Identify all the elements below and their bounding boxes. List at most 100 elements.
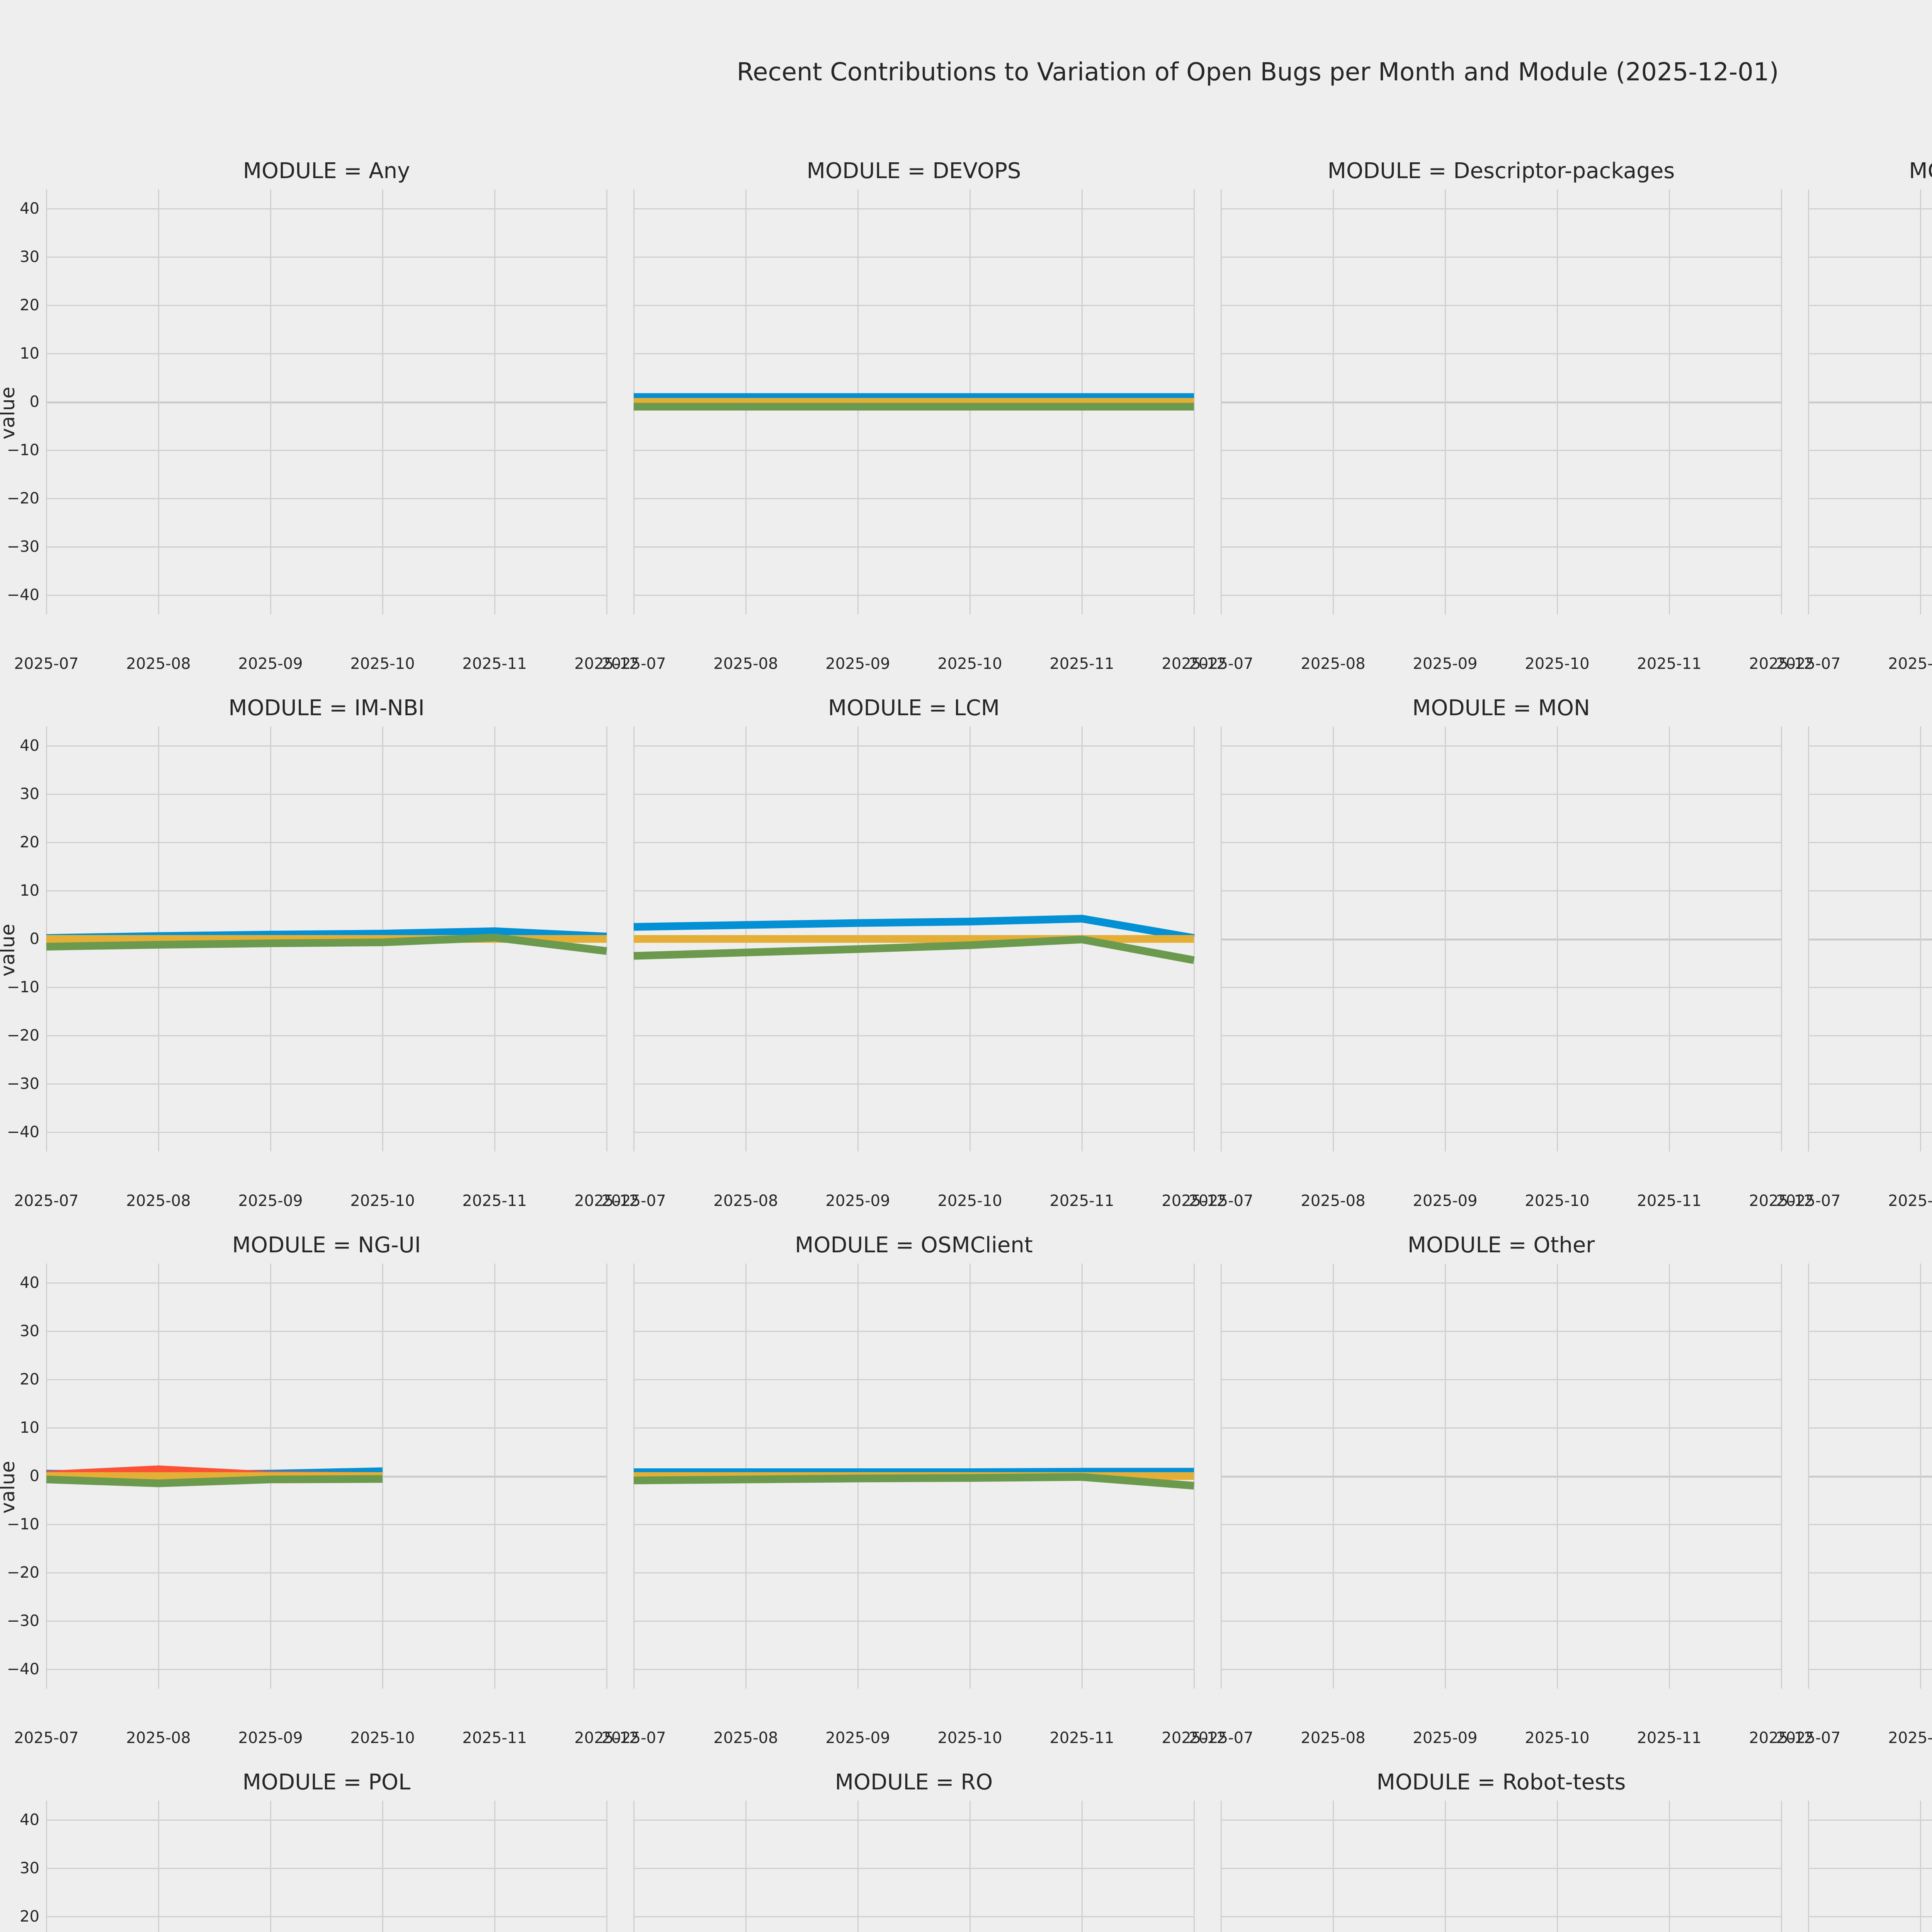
series-layer bbox=[633, 915, 1195, 964]
x-tick-label: 2025-07 bbox=[601, 1729, 666, 1747]
x-tick-label: 2025-12 bbox=[574, 1729, 639, 1747]
x-tick-label: 2025-11 bbox=[462, 655, 527, 673]
x-tick-label: 2025-10 bbox=[350, 655, 415, 673]
x-tick-label: 2025-11 bbox=[1637, 1729, 1702, 1747]
y-tick-label: −30 bbox=[7, 538, 39, 556]
y-tick-label: 40 bbox=[20, 200, 39, 218]
gridline-vertical bbox=[606, 1801, 607, 1932]
facet-pol: MODULE = POL403020100−10−20−30−40value20… bbox=[20, 1766, 607, 1932]
x-tick-label: 2025-12 bbox=[1162, 1192, 1226, 1210]
gridline-vertical bbox=[1220, 1264, 1222, 1689]
facet-documentation-wiki: MODULE = Documentation / Wiki 2025-07 2025… bbox=[1776, 155, 1932, 692]
series-layer bbox=[1808, 726, 1932, 1151]
gridline-horizontal bbox=[46, 256, 607, 258]
series-layer bbox=[1808, 1264, 1932, 1689]
gridline-horizontal bbox=[634, 449, 1194, 451]
gridline-horizontal bbox=[1808, 208, 1932, 209]
gridline-horizontal bbox=[634, 498, 1194, 499]
gridline-horizontal bbox=[1808, 986, 1932, 988]
facet-title: MODULE = Documentation / Wiki bbox=[1909, 158, 1932, 184]
x-tick-label: 2025-10 bbox=[350, 1729, 415, 1747]
x-tick-label: 2025-07 bbox=[14, 1729, 79, 1747]
y-tick-label: 10 bbox=[20, 345, 39, 362]
x-tick-label: 2025-09 bbox=[1413, 1192, 1478, 1210]
gridline-horizontal bbox=[634, 986, 1194, 988]
gridline-horizontal bbox=[46, 1282, 607, 1284]
gridline-vertical bbox=[1808, 1801, 1809, 1932]
facet-title: MODULE = PLA bbox=[1808, 1233, 1932, 1258]
x-tick-label: 2025-08 bbox=[126, 655, 191, 673]
gridline-vertical bbox=[158, 189, 159, 614]
x-tick-label: 2025-07 bbox=[1189, 1729, 1253, 1747]
x-tick-label: 2025-08 bbox=[1888, 655, 1932, 673]
x-tick-label: 2025-08 bbox=[713, 1192, 778, 1210]
gridline-horizontal bbox=[634, 1572, 1194, 1573]
y-tick-label: −30 bbox=[7, 1612, 39, 1630]
gridline-vertical bbox=[1781, 726, 1782, 1151]
gridline-vertical bbox=[1668, 189, 1670, 614]
gridline-vertical bbox=[270, 189, 271, 614]
plot-inner bbox=[1808, 189, 1932, 614]
series-line-closed bbox=[633, 1473, 1194, 1490]
y-tick-label: 0 bbox=[29, 930, 39, 948]
plot-inner bbox=[1220, 1264, 1782, 1689]
series-layer bbox=[634, 393, 1194, 411]
gridline-vertical bbox=[1808, 726, 1809, 1151]
gridline-horizontal bbox=[1808, 890, 1932, 891]
gridline-vertical bbox=[494, 1264, 495, 1689]
gridline-horizontal bbox=[1808, 1572, 1932, 1573]
gridline-horizontal bbox=[1808, 745, 1932, 747]
gridline-horizontal bbox=[46, 1524, 607, 1525]
gridline-vertical bbox=[46, 189, 47, 614]
y-tick-label: 0 bbox=[29, 393, 39, 411]
gridline-horizontal bbox=[46, 498, 607, 499]
plot-inner bbox=[1220, 189, 1782, 614]
gridline-vertical bbox=[382, 1801, 383, 1932]
facet-ro: MODULE = RO 2025-072025-082025-092025-102… bbox=[633, 1766, 1195, 1932]
gridline-horizontal bbox=[634, 890, 1194, 891]
gridline-vertical bbox=[1444, 726, 1446, 1151]
gridline-horizontal bbox=[1808, 256, 1932, 258]
gridline-horizontal bbox=[1221, 449, 1781, 451]
gridline-vertical bbox=[1220, 1801, 1222, 1932]
gridline-horizontal bbox=[1808, 1083, 1932, 1085]
gridline-vertical bbox=[1556, 726, 1558, 1151]
plot-area: 40 30 20 10 0 −10 −20 −30 −40 value 2025-07 2025-08… bbox=[0, 1264, 639, 1747]
facet-row: MODULE = Any 40 30 20 10 0 −10 −20 −30 −40 value 20… bbox=[0, 155, 1932, 692]
gridline-vertical bbox=[270, 1801, 271, 1932]
y-axis-label: value bbox=[0, 1461, 19, 1514]
gridline-vertical bbox=[1781, 189, 1782, 614]
series-layer bbox=[1221, 726, 1781, 1151]
facet-other: MODULE = Other 2025-07 2025-08 2025-09 2025-… bbox=[1189, 1229, 1813, 1766]
series-line-opened bbox=[633, 915, 1195, 942]
plot-area: 40 30 20 10 0 −10 −20 −30 −40 value 2025-07 2025-08… bbox=[0, 726, 639, 1210]
gridline-horizontal bbox=[1221, 986, 1781, 988]
gridline-vertical bbox=[1808, 1264, 1809, 1689]
plot-inner bbox=[1808, 726, 1932, 1151]
series-line-closed bbox=[633, 935, 1195, 964]
gridline-horizontal bbox=[46, 986, 607, 988]
gridline-vertical bbox=[1220, 189, 1222, 614]
x-tick-label: 2025-11 bbox=[1049, 1192, 1114, 1210]
y-tick-label: −40 bbox=[7, 1123, 39, 1141]
plot-area: 2025-072025-082025-092025-102025-112025-… bbox=[633, 1801, 1195, 1932]
facet-title: MODULE = NG-UI bbox=[232, 1233, 421, 1258]
facet-pla: MODULE = PLA2025-072025-082025-092025-10… bbox=[1776, 1229, 1932, 1766]
y-tick-label: 20 bbox=[20, 296, 39, 314]
gridline-vertical bbox=[1556, 1801, 1558, 1932]
facet-title: MODULE = Any bbox=[243, 158, 410, 184]
x-tick-label: 2025-07 bbox=[1189, 1192, 1253, 1210]
gridline-horizontal bbox=[46, 208, 607, 209]
gridline-horizontal bbox=[634, 745, 1194, 747]
plot-inner bbox=[46, 1264, 607, 1689]
gridline-horizontal bbox=[1221, 353, 1781, 354]
x-tick-label: 2025-08 bbox=[126, 1192, 191, 1210]
gridline-horizontal bbox=[46, 1083, 607, 1085]
facet-title: MODULE = OSMClient bbox=[795, 1233, 1033, 1258]
x-tick-label: 2025-10 bbox=[1525, 1729, 1590, 1747]
plot-inner bbox=[633, 1801, 1195, 1932]
gridline-vertical bbox=[1556, 1264, 1558, 1689]
plot-inner bbox=[633, 726, 1195, 1151]
gridline-vertical bbox=[1781, 1264, 1782, 1689]
facet-n2vc: MODULE = N2VC2025-072025-082025-092025-1… bbox=[1776, 692, 1932, 1229]
